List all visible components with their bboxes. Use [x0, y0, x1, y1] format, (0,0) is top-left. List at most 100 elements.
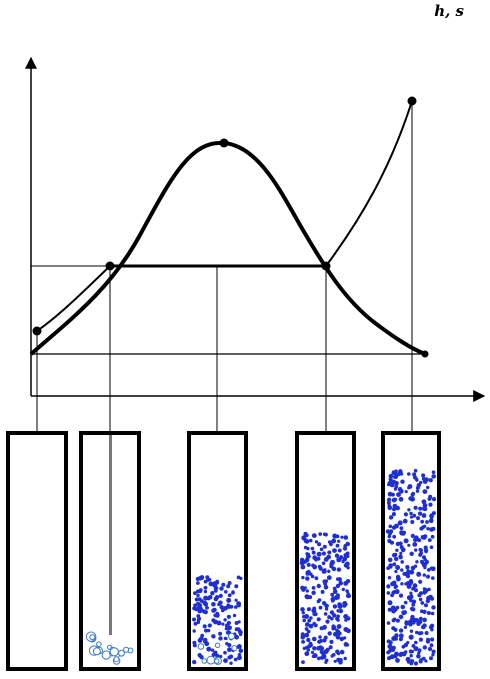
- vapor-dot: [389, 482, 395, 488]
- vapor-dot: [394, 523, 399, 529]
- vapor-dot: [387, 600, 393, 606]
- vapor-dot: [305, 570, 309, 575]
- vapor-dot: [324, 658, 329, 663]
- vapor-dot: [346, 592, 350, 596]
- vapor-dot: [408, 622, 412, 627]
- vapor-dot: [394, 481, 399, 486]
- vapor-dot: [404, 582, 408, 586]
- vapor-dot: [416, 483, 421, 488]
- vapor-dot: [386, 500, 391, 505]
- vapor-dot: [394, 556, 399, 562]
- vapor-dot: [408, 649, 413, 654]
- vapor-dot: [225, 642, 229, 646]
- vapor-dot: [424, 603, 428, 608]
- container-outline: [6, 431, 68, 671]
- vapor-dot: [321, 561, 326, 565]
- vapor-dot: [389, 529, 394, 534]
- vapor-dot: [418, 506, 423, 511]
- vapor-dot: [224, 627, 228, 631]
- vapor-dot: [316, 617, 321, 622]
- vapor-dot: [322, 532, 327, 537]
- vapor-dot: [405, 565, 410, 570]
- vapor-dot: [402, 518, 408, 524]
- bubble: [228, 632, 235, 640]
- vapor-dot: [429, 515, 434, 520]
- vapor-dot: [412, 583, 418, 589]
- vapor-dot: [425, 574, 431, 579]
- vapor-dot: [226, 614, 231, 619]
- vapor-dot: [430, 611, 435, 616]
- vapor-dot: [310, 546, 315, 551]
- vapor-dot: [397, 520, 403, 526]
- vapor-dot: [417, 593, 422, 598]
- vapor-dot: [218, 631, 223, 636]
- container-subcooled-liquid: [6, 431, 68, 671]
- vapor-dot: [339, 649, 345, 655]
- heating-rod: [109, 435, 112, 635]
- vapor-dot: [409, 551, 414, 556]
- vapor-dot: [193, 603, 198, 608]
- vapor-dot: [431, 649, 436, 654]
- vapor-dot: [386, 584, 391, 589]
- vapor-dot: [391, 647, 396, 653]
- vapor-dot: [423, 565, 427, 570]
- vapor-dot: [424, 631, 429, 635]
- vapor-dot: [326, 575, 332, 580]
- vapor-dot: [398, 487, 403, 491]
- vapor-dot: [324, 579, 329, 583]
- vapor-dot: [211, 602, 216, 607]
- vapor-dot: [399, 526, 404, 531]
- vapor-dot: [192, 659, 197, 665]
- vapor-dot: [343, 535, 349, 540]
- vapor-dot: [304, 651, 310, 657]
- vapor-dot: [401, 644, 406, 649]
- vapor-dot: [336, 618, 340, 622]
- vapor-dot: [307, 618, 312, 623]
- vapor-dot: [410, 520, 415, 524]
- vapor-dot: [336, 624, 342, 629]
- vapor-dot: [405, 656, 411, 662]
- vapor-dot: [398, 496, 404, 502]
- vapor-dot: [421, 499, 427, 505]
- vapor-dot: [199, 654, 204, 660]
- vapor-dot: [199, 599, 204, 604]
- vapor-dot: [418, 637, 423, 642]
- vapor-dot: [211, 652, 216, 657]
- vapor-dot: [223, 605, 228, 611]
- vapor-dot: [426, 611, 431, 615]
- vapor-dot: [431, 576, 435, 580]
- vapor-dot: [198, 588, 203, 592]
- vapor-dot: [400, 568, 404, 572]
- vapor-dot: [388, 515, 394, 520]
- vapor-dot: [387, 504, 392, 508]
- vapor-dot: [418, 597, 423, 602]
- vapor-dot: [197, 638, 203, 643]
- vapor-dot: [213, 650, 218, 654]
- vapor-dot: [414, 477, 419, 482]
- vapor-dot: [337, 577, 342, 582]
- vapor-dot: [308, 538, 313, 543]
- vapor-dot: [223, 618, 227, 622]
- vapor-dot: [430, 623, 435, 628]
- vapor-dot: [399, 545, 404, 550]
- vapor-dot: [406, 581, 412, 587]
- vapor-dot: [314, 576, 319, 581]
- vapor-dot: [338, 580, 344, 586]
- vapor-dot: [336, 633, 340, 637]
- vapor-dot: [229, 661, 233, 665]
- vapor-dot: [409, 511, 413, 516]
- vapor-dot: [392, 608, 397, 613]
- vapor-dot: [429, 545, 434, 549]
- vapor-dot: [399, 551, 403, 555]
- vapor-dot: [391, 626, 396, 631]
- vapor-dot: [196, 614, 201, 618]
- vapor-dot: [426, 527, 430, 531]
- vapor-dot: [413, 468, 418, 473]
- vapor-dot: [226, 603, 230, 607]
- bubble: [96, 641, 102, 648]
- vapor-dot: [412, 472, 417, 477]
- vapor-dot: [317, 564, 322, 569]
- vapor-dot: [236, 627, 241, 631]
- vapor-dot: [192, 629, 196, 633]
- bubble: [89, 634, 96, 641]
